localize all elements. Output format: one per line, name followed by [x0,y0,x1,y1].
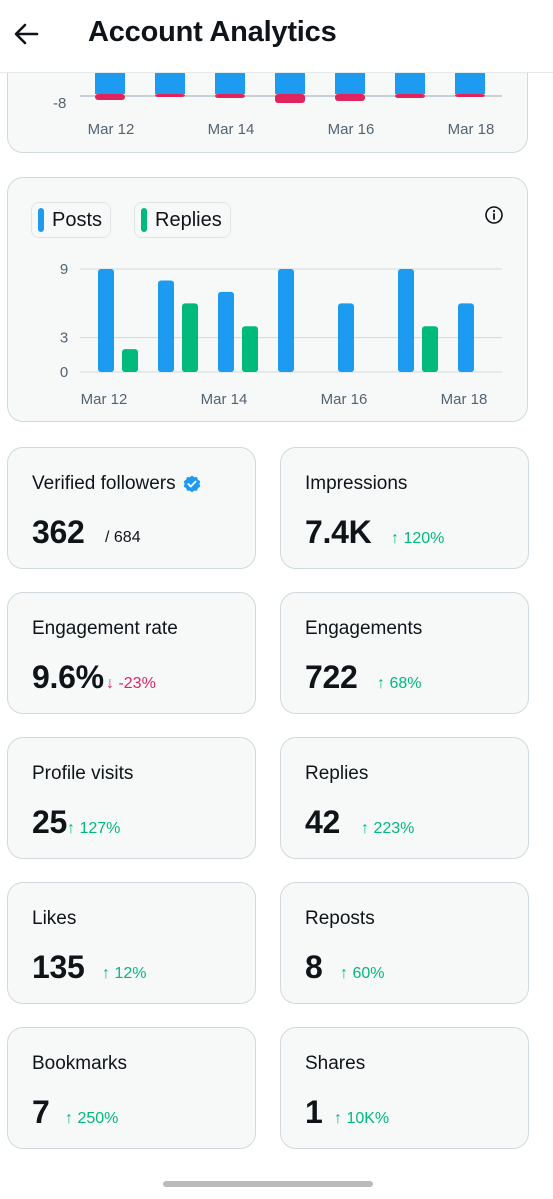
top-chart-x-label: Mar 18 [448,121,495,138]
metric-change: ↑ 120% [391,530,445,547]
top-chart-x-label: Mar 12 [88,121,135,138]
metric-label: Engagement rate [32,618,178,640]
metric-label-text: Engagement rate [32,618,178,639]
metric-card-impressions[interactable]: Impressions 7.4K ↑ 120% [280,447,529,569]
posts-replies-chart: 9 3 0 Mar 12 Mar 14 Mar 16 Mar 18 [60,261,502,408]
metric-value: 135 [32,949,85,985]
replies-bar[interactable] [422,326,438,372]
metric-card-reposts[interactable]: Reposts 8 ↑ 60% [280,882,529,1004]
arrow-left-icon [14,23,39,45]
metric-label-text: Engagements [305,618,423,639]
metric-label-text: Likes [32,908,77,929]
metric-card-engagements[interactable]: Engagements 722 ↑ 68% [280,592,529,714]
metric-card-shares[interactable]: Shares 1 ↑ 10K% [280,1027,529,1149]
metric-label-text: Profile visits [32,763,134,784]
metric-label-text: Shares [305,1053,366,1074]
replies-bar[interactable] [242,326,258,372]
top-chart-negative-bar [215,94,245,98]
info-icon [485,206,503,224]
metric-value: 25 [32,804,67,840]
metric-value: 722 [305,659,358,695]
top-chart-negative-bar [95,94,125,100]
info-button[interactable] [483,204,505,226]
legend-posts[interactable]: Posts [31,202,112,238]
posts-bar[interactable] [218,291,234,372]
metric-card-verified-followers[interactable]: Verified followers 362 / 684 [7,447,256,569]
y-tick-label: -8 [53,95,66,112]
metric-change: ↑ 12% [102,965,147,982]
home-indicator [163,1181,373,1187]
x-tick-label: Mar 16 [321,391,368,408]
top-chart-x-label: Mar 14 [208,121,255,138]
replies-bar[interactable] [122,349,138,372]
metric-total: / 684 [105,529,141,546]
top-chart-negative-bar [335,94,365,101]
x-tick-label: Mar 12 [81,391,128,408]
legend-posts-swatch [38,208,44,232]
metric-label: Shares [305,1053,365,1075]
metric-card-replies[interactable]: Replies 42 ↑ 223% [280,737,529,859]
metric-change: ↑ 223% [361,820,415,837]
y-tick-label: 3 [60,330,68,347]
metric-label-text: Impressions [305,473,408,494]
posts-bar[interactable] [278,269,294,372]
metric-value: 9.6% [32,659,104,695]
metric-value: 1 [305,1094,323,1130]
posts-bar[interactable] [98,269,114,372]
metric-change: ↑ 68% [377,675,422,692]
metric-label: Verified followers [32,473,202,495]
back-button[interactable] [6,14,46,54]
metric-card-profile-visits[interactable]: Profile visits 25 ↑ 127% [7,737,256,859]
posts-replies-chart-card: Posts Replies 9 3 0 Mar 12 Mar 14 Mar 16 Mar … [7,177,528,422]
verified-badge-icon [183,475,200,493]
metric-card-engagement-rate[interactable]: Engagement rate 9.6% ↓ -23% [7,592,256,714]
metric-label: Engagements [305,618,422,640]
posts-bar[interactable] [338,303,354,372]
metric-label: Replies [305,763,368,785]
legend-replies[interactable]: Replies [134,202,231,238]
metric-label: Likes [32,908,76,930]
legend-replies-swatch [141,208,147,232]
metric-label-text: Bookmarks [32,1053,128,1074]
metric-value: 7.4K [305,514,372,550]
page-title: Account Analytics [88,16,337,48]
app-header: Account Analytics [0,0,553,73]
y-tick-label: 0 [60,364,68,381]
metric-card-bookmarks[interactable]: Bookmarks 7 ↑ 250% [7,1027,256,1149]
top-chart-x-label: Mar 16 [328,121,375,138]
legend-replies-label: Replies [155,208,222,231]
metric-change: ↑ 10K% [334,1110,390,1127]
top-chart-negative-bar [155,94,185,97]
metric-label-text: Verified followers [32,473,176,494]
metric-label: Bookmarks [32,1053,127,1075]
metric-label: Impressions [305,473,407,495]
metric-label-text: Replies [305,763,369,784]
metric-card-likes[interactable]: Likes 135 ↑ 12% [7,882,256,1004]
y-tick-label: 9 [60,261,68,278]
metric-value: 7 [32,1094,50,1130]
metric-change: ↑ 60% [340,965,385,982]
metric-label: Profile visits [32,763,133,785]
x-tick-label: Mar 18 [441,391,488,408]
replies-bar[interactable] [182,303,198,372]
metric-value: 8 [305,949,323,985]
metric-change: ↑ 127% [67,820,121,837]
top-chart-negative-bar [455,94,485,97]
metric-value: 42 [305,804,340,840]
posts-bar[interactable] [458,303,474,372]
metric-label: Reposts [305,908,375,930]
legend-posts-label: Posts [52,208,103,231]
metric-label-text: Reposts [305,908,375,929]
top-chart-negative-bar [395,94,425,98]
x-tick-label: Mar 14 [201,391,248,408]
metric-change: ↑ 250% [65,1110,119,1127]
posts-bar[interactable] [398,269,414,372]
top-chart-negative-bar [275,94,305,103]
metric-value: 362 [32,514,85,550]
metric-change: ↓ -23% [106,675,156,692]
posts-bar[interactable] [158,280,174,372]
